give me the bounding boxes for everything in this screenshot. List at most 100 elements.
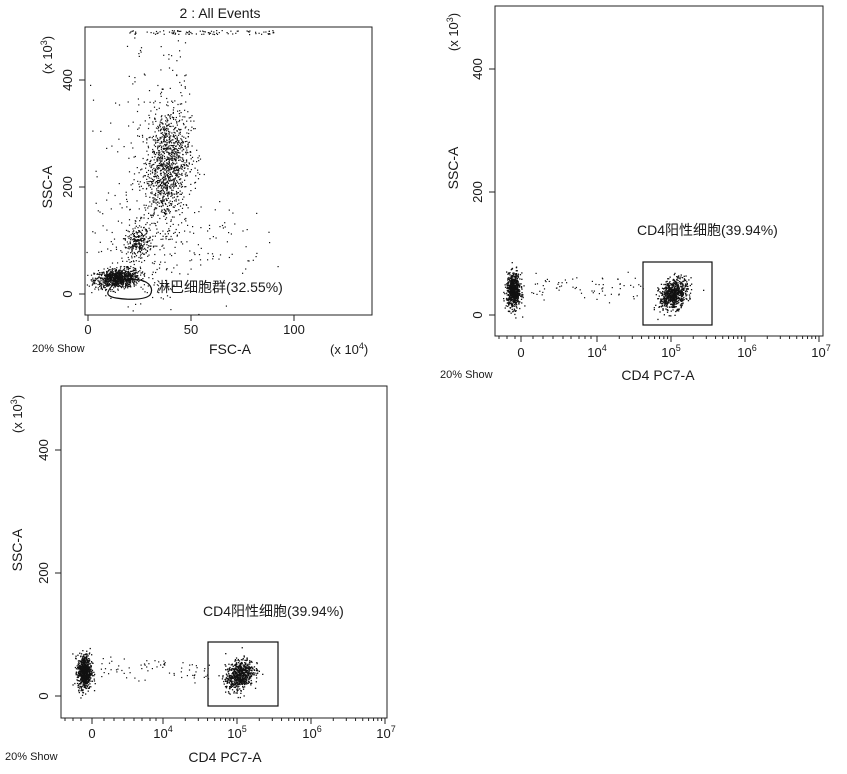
event-dot bbox=[145, 204, 147, 206]
event-dot bbox=[159, 151, 161, 153]
event-dot bbox=[128, 171, 131, 173]
event-dot bbox=[665, 284, 667, 286]
event-dot bbox=[138, 183, 140, 185]
event-dot bbox=[177, 155, 179, 158]
event-dot bbox=[666, 304, 668, 307]
event-dot bbox=[134, 278, 136, 280]
event-dot bbox=[178, 140, 180, 142]
event-dot bbox=[168, 168, 170, 170]
event-dot bbox=[136, 233, 138, 235]
event-dot bbox=[133, 273, 135, 275]
event-dot bbox=[508, 288, 510, 290]
event-dot bbox=[75, 671, 78, 673]
event-dot bbox=[185, 101, 187, 103]
event-dot bbox=[175, 198, 177, 200]
event-dot bbox=[508, 273, 510, 275]
event-dot bbox=[84, 663, 87, 666]
event-dot bbox=[88, 679, 90, 681]
event-dot bbox=[159, 102, 161, 104]
event-dot bbox=[543, 299, 545, 301]
event-dot bbox=[187, 129, 190, 131]
event-dot bbox=[512, 276, 514, 278]
event-dot bbox=[138, 242, 140, 244]
event-dot bbox=[129, 282, 131, 284]
event-dot bbox=[78, 687, 81, 689]
event-dot bbox=[88, 676, 90, 678]
event-dot bbox=[150, 159, 152, 161]
event-dot bbox=[256, 212, 258, 214]
event-dot bbox=[152, 139, 154, 141]
event-dot bbox=[130, 184, 132, 186]
event-dot bbox=[166, 146, 168, 148]
event-dot bbox=[666, 284, 668, 287]
event-dot bbox=[153, 167, 155, 169]
event-dot bbox=[93, 273, 95, 275]
event-dot bbox=[168, 158, 170, 160]
event-dot bbox=[241, 681, 244, 683]
event-dot bbox=[130, 276, 132, 279]
event-dot bbox=[146, 183, 148, 185]
event-dot bbox=[128, 280, 131, 282]
event-dot bbox=[154, 182, 156, 184]
event-dot bbox=[675, 306, 677, 308]
event-dot bbox=[93, 279, 95, 281]
event-dot bbox=[79, 665, 81, 667]
event-dot bbox=[110, 272, 112, 274]
event-dot bbox=[186, 165, 188, 167]
event-dot bbox=[248, 31, 250, 33]
event-dot bbox=[127, 269, 130, 271]
event-dot bbox=[670, 310, 672, 312]
event-dot bbox=[602, 287, 604, 289]
event-dot bbox=[135, 232, 137, 234]
event-dot bbox=[151, 181, 153, 183]
event-dot bbox=[505, 283, 508, 285]
event-dot bbox=[184, 173, 186, 175]
event-dot bbox=[151, 203, 153, 205]
event-dot bbox=[689, 284, 691, 287]
event-dot bbox=[203, 173, 205, 176]
event-dot bbox=[510, 284, 512, 286]
event-dot bbox=[510, 283, 512, 285]
event-dot bbox=[89, 663, 91, 665]
event-dot bbox=[167, 195, 169, 197]
event-dot bbox=[668, 288, 671, 290]
event-dot bbox=[77, 679, 79, 682]
x-tick-label: 106 bbox=[737, 343, 756, 360]
event-dot bbox=[104, 280, 106, 283]
event-dot bbox=[82, 675, 84, 677]
event-dot bbox=[157, 168, 159, 170]
event-dot bbox=[657, 290, 659, 292]
event-dot bbox=[674, 297, 677, 299]
event-dot bbox=[117, 286, 119, 288]
event-dot bbox=[81, 673, 83, 675]
event-dot bbox=[115, 102, 117, 104]
event-dot bbox=[116, 275, 118, 277]
event-dot bbox=[109, 269, 111, 271]
event-dot bbox=[141, 261, 143, 263]
event-dot bbox=[100, 277, 102, 279]
event-dot bbox=[128, 157, 130, 159]
event-dot bbox=[141, 249, 143, 251]
event-dot bbox=[133, 283, 135, 285]
event-dot bbox=[106, 282, 108, 284]
x-tick-label: 100 bbox=[283, 322, 305, 337]
event-dot bbox=[128, 219, 131, 221]
event-dot bbox=[669, 276, 671, 278]
event-dot bbox=[128, 231, 130, 233]
event-dot bbox=[160, 129, 162, 131]
event-dot bbox=[172, 206, 174, 208]
event-dot bbox=[516, 288, 518, 290]
event-dot bbox=[664, 294, 666, 296]
event-dot bbox=[111, 269, 113, 271]
event-dot bbox=[90, 274, 93, 276]
event-dot bbox=[669, 298, 671, 300]
event-dot bbox=[162, 141, 165, 143]
event-dot bbox=[243, 666, 245, 668]
event-dot bbox=[167, 172, 169, 174]
event-dot bbox=[150, 184, 153, 186]
event-dot bbox=[685, 292, 687, 294]
event-dot bbox=[679, 298, 681, 300]
event-dot bbox=[661, 298, 663, 300]
event-dot bbox=[674, 272, 676, 275]
event-dot bbox=[136, 245, 138, 247]
